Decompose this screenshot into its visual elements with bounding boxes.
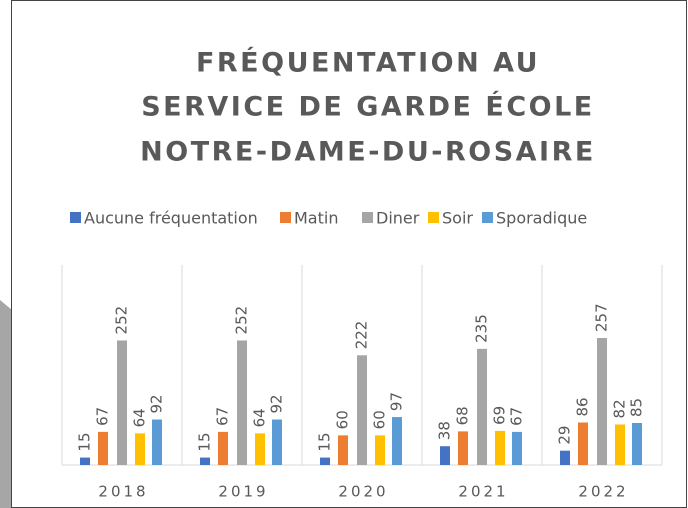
bar <box>255 433 265 465</box>
bar <box>597 338 607 465</box>
legend-label: Sporadique <box>496 209 587 228</box>
bar <box>338 435 348 465</box>
value-label: 67 <box>214 407 232 426</box>
value-label: 15 <box>196 432 214 451</box>
value-label: 92 <box>148 394 166 413</box>
bar <box>560 450 570 465</box>
value-label: 257 <box>593 303 611 332</box>
x-tick-label: 2022 <box>578 483 628 501</box>
bar <box>237 340 247 465</box>
value-label: 15 <box>76 432 94 451</box>
x-tick-label: 2018 <box>98 483 148 501</box>
bar <box>578 422 588 465</box>
value-label: 82 <box>611 399 629 418</box>
bar <box>357 355 367 465</box>
bar <box>440 446 450 465</box>
bar <box>392 417 402 465</box>
bar <box>615 424 625 465</box>
value-label: 64 <box>251 408 269 427</box>
bar <box>458 431 468 465</box>
legend-label: Diner <box>376 209 420 228</box>
value-label: 38 <box>436 421 454 440</box>
value-label: 15 <box>316 432 334 451</box>
bar <box>632 422 642 465</box>
legend-swatch <box>362 212 373 223</box>
value-label: 86 <box>574 397 592 416</box>
value-label: 68 <box>454 406 472 425</box>
legend-swatch <box>280 212 291 223</box>
bar <box>477 348 487 465</box>
value-label: 97 <box>388 392 406 411</box>
decoration <box>0 300 12 508</box>
value-label: 252 <box>113 306 131 335</box>
x-tick-label: 2019 <box>218 483 268 501</box>
bar <box>512 431 522 465</box>
bar <box>135 433 145 465</box>
chart-title: SERVICE DE GARDE ÉCOLE <box>141 91 595 123</box>
value-label: 92 <box>268 394 286 413</box>
bar <box>320 457 330 465</box>
bar <box>495 430 505 465</box>
legend-label: Matin <box>294 209 338 228</box>
chart-title: NOTRE-DAME-DU-ROSAIRE <box>140 137 596 168</box>
bar <box>218 431 228 465</box>
value-label: 67 <box>508 407 526 426</box>
x-tick-label: 2021 <box>458 483 508 501</box>
bar <box>272 419 282 465</box>
value-label: 85 <box>628 398 646 417</box>
legend-swatch <box>428 212 439 223</box>
value-label: 60 <box>334 410 352 429</box>
value-label: 69 <box>491 406 509 425</box>
value-label: 222 <box>353 321 371 350</box>
bar <box>117 340 127 465</box>
legend-label: Soir <box>442 209 473 228</box>
value-label: 252 <box>233 306 251 335</box>
value-label: 64 <box>131 408 149 427</box>
bar <box>80 457 90 465</box>
x-tick-label: 2020 <box>338 483 388 501</box>
legend-label: Aucune fréquentation <box>84 209 258 228</box>
bar <box>200 457 210 465</box>
bar <box>98 431 108 465</box>
value-label: 67 <box>94 407 112 426</box>
bar <box>375 435 385 465</box>
bar <box>152 419 162 465</box>
value-label: 60 <box>371 410 389 429</box>
value-label: 235 <box>473 314 491 343</box>
legend-swatch <box>482 212 493 223</box>
value-label: 29 <box>556 426 574 445</box>
chart-title: FRÉQUENTATION AU <box>196 47 540 79</box>
legend-swatch <box>70 212 81 223</box>
